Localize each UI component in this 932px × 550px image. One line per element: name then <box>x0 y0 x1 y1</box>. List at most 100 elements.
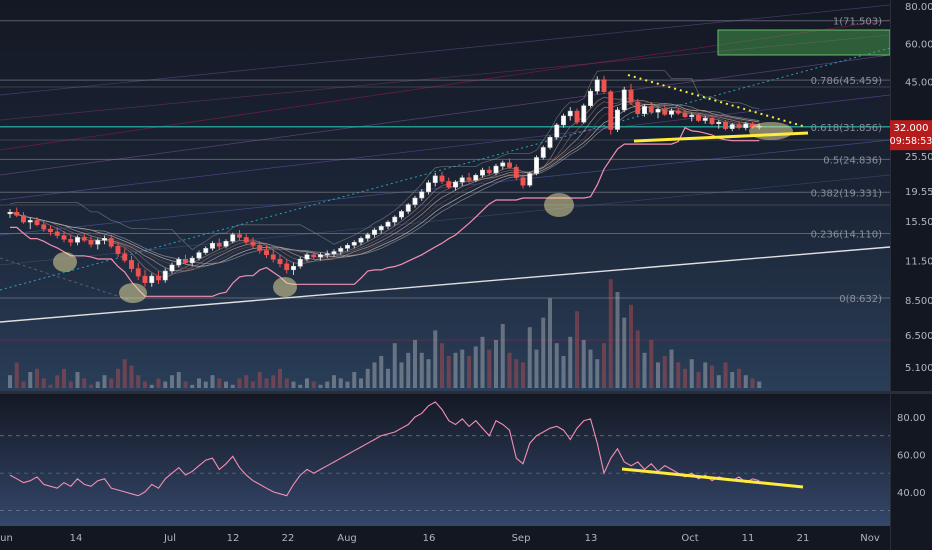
candle-body[interactable] <box>466 177 472 181</box>
candle-body[interactable] <box>615 109 620 130</box>
candle-body[interactable] <box>237 234 242 238</box>
resistance-trendline[interactable] <box>627 74 807 128</box>
candle-body[interactable] <box>642 106 647 114</box>
candle-body[interactable] <box>669 110 674 115</box>
candle-body[interactable] <box>527 173 533 186</box>
candle-body[interactable] <box>486 169 492 174</box>
candle-body[interactable] <box>689 114 695 117</box>
candle-body[interactable] <box>108 238 114 247</box>
candle-body[interactable] <box>426 182 431 193</box>
candle-body[interactable] <box>696 114 701 121</box>
candle-body[interactable] <box>183 258 188 263</box>
demand-zone-box[interactable] <box>717 29 890 56</box>
candle-body[interactable] <box>493 165 499 174</box>
highlight-marker[interactable] <box>749 122 793 140</box>
candle-body[interactable] <box>601 79 607 93</box>
candle-body[interactable] <box>635 102 641 114</box>
candle-body[interactable] <box>716 121 722 124</box>
candle-body[interactable] <box>230 234 236 242</box>
candle-body[interactable] <box>628 89 634 103</box>
candle-body[interactable] <box>372 229 377 235</box>
candle-body[interactable] <box>250 242 256 246</box>
candle-body[interactable] <box>291 265 296 271</box>
candle-body[interactable] <box>54 231 60 236</box>
highlight-marker[interactable] <box>273 277 297 297</box>
candle-body[interactable] <box>176 258 182 266</box>
candle-body[interactable] <box>459 177 465 183</box>
candle-body[interactable] <box>621 89 627 111</box>
candle-body[interactable] <box>554 124 560 138</box>
candle-body[interactable] <box>81 237 87 241</box>
candle-body[interactable] <box>662 109 668 115</box>
candle-body[interactable] <box>392 216 398 223</box>
candle-body[interactable] <box>723 121 728 129</box>
candle-body[interactable] <box>14 211 20 216</box>
candle-body[interactable] <box>61 235 67 240</box>
candle-body[interactable] <box>507 162 512 168</box>
candle-body[interactable] <box>736 124 742 129</box>
candle-body[interactable] <box>203 248 209 253</box>
candle-body[interactable] <box>257 245 263 251</box>
candle-body[interactable] <box>540 147 546 158</box>
candle-body[interactable] <box>709 117 715 124</box>
candle-body[interactable] <box>95 240 101 245</box>
candle-body[interactable] <box>75 237 80 243</box>
highlight-marker[interactable] <box>544 193 574 217</box>
candle-body[interactable] <box>297 258 303 267</box>
dotted-channel-line[interactable] <box>0 47 890 291</box>
candle-body[interactable] <box>270 254 276 260</box>
candle-body[interactable] <box>608 91 614 130</box>
candle-body[interactable] <box>284 263 290 271</box>
candle-body[interactable] <box>162 270 168 281</box>
candle-body[interactable] <box>27 220 33 223</box>
candle-body[interactable] <box>318 254 323 258</box>
candle-body[interactable] <box>439 175 445 182</box>
candle-body[interactable] <box>581 105 587 123</box>
candle-body[interactable] <box>156 275 161 281</box>
candle-body[interactable] <box>331 251 337 254</box>
candle-body[interactable] <box>419 191 425 199</box>
candle-body[interactable] <box>135 268 141 277</box>
candle-body[interactable] <box>102 238 107 241</box>
candle-body[interactable] <box>588 90 593 106</box>
candle-body[interactable] <box>351 242 357 246</box>
candle-body[interactable] <box>399 211 404 218</box>
candle-body[interactable] <box>68 239 74 243</box>
candle-body[interactable] <box>223 241 229 247</box>
candle-body[interactable] <box>122 253 128 261</box>
candle-body[interactable] <box>21 215 26 223</box>
candle-body[interactable] <box>48 228 53 233</box>
rsi-divergence-line[interactable] <box>621 467 804 489</box>
candle-body[interactable] <box>88 240 94 245</box>
candle-body[interactable] <box>345 245 350 249</box>
candle-body[interactable] <box>513 166 519 178</box>
highlight-marker[interactable] <box>53 252 77 272</box>
candle-body[interactable] <box>41 224 47 230</box>
candle-body[interactable] <box>432 175 438 183</box>
candle-body[interactable] <box>210 243 215 249</box>
candle-body[interactable] <box>702 117 708 121</box>
candle-body[interactable] <box>534 157 539 174</box>
support-trendline[interactable] <box>633 131 809 143</box>
candle-body[interactable] <box>216 243 222 247</box>
candle-body[interactable] <box>561 115 566 126</box>
candle-body[interactable] <box>189 257 195 263</box>
candle-body[interactable] <box>378 226 384 231</box>
highlight-marker[interactable] <box>119 283 147 303</box>
candle-body[interactable] <box>365 234 371 239</box>
candle-body[interactable] <box>453 181 458 188</box>
candle-body[interactable] <box>169 264 175 272</box>
candle-body[interactable] <box>473 175 479 181</box>
candle-body[interactable] <box>34 220 40 225</box>
candle-body[interactable] <box>304 254 310 260</box>
candle-body[interactable] <box>520 177 526 186</box>
candle-body[interactable] <box>412 197 418 205</box>
candle-body[interactable] <box>594 79 600 92</box>
candle-body[interactable] <box>149 275 155 283</box>
candle-body[interactable] <box>7 211 13 215</box>
candle-body[interactable] <box>129 260 134 269</box>
last-price-label[interactable]: 32.000 09:58:53 <box>890 120 932 151</box>
candle-body[interactable] <box>385 221 391 227</box>
candle-body[interactable] <box>675 110 681 114</box>
candle-body[interactable] <box>405 204 411 212</box>
